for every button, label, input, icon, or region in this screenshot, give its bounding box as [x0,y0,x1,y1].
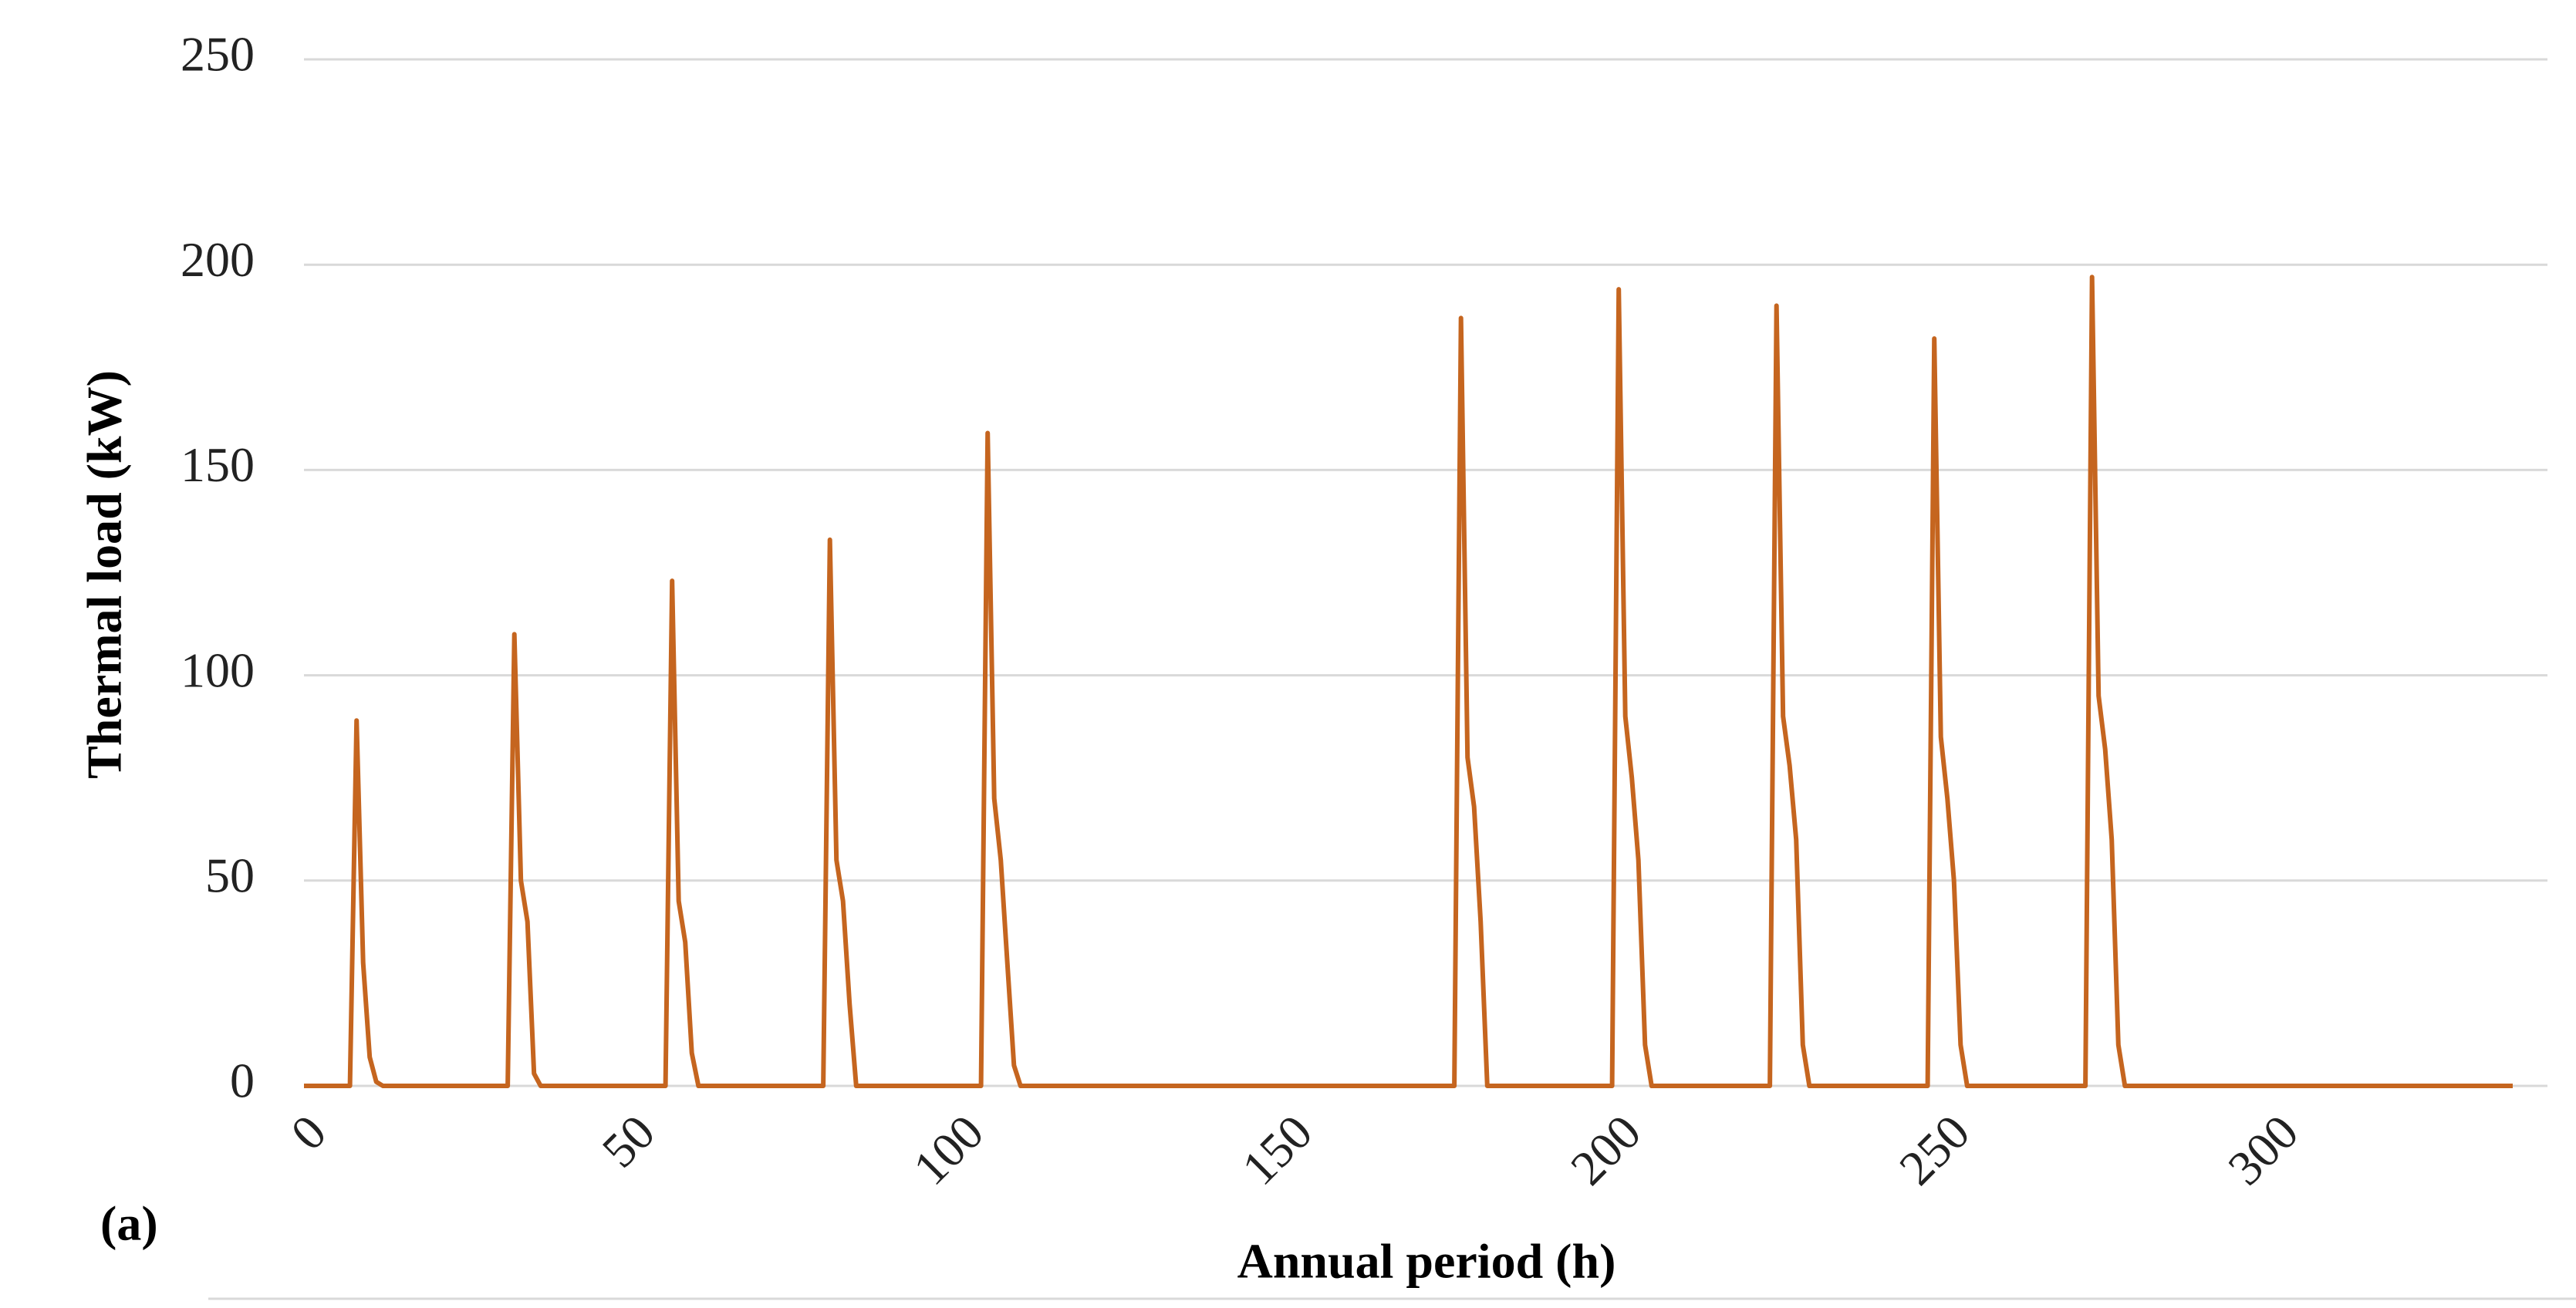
x-axis-title: Annual period (h) [1237,1234,1616,1289]
x-tick-label: 200 [1560,1104,1651,1195]
x-tick-label: 250 [1889,1104,1980,1195]
y-tick-label: 100 [181,642,255,697]
y-tick-label: 200 [181,232,255,287]
x-tick-label: 300 [2217,1104,2308,1195]
x-tick-label: 0 [280,1104,336,1161]
y-tick-label: 50 [205,848,255,902]
panel-label: (a) [100,1196,158,1251]
y-tick-label: 250 [181,27,255,82]
y-axis-title: Thermal load (kW) [77,370,132,779]
y-tick-label: 150 [181,437,255,492]
data-line [304,275,2513,1088]
x-tick-label: 150 [1231,1104,1322,1195]
y-tick-label: 0 [230,1053,255,1108]
x-tick-label: 100 [903,1104,994,1195]
x-tick-label: 50 [592,1104,665,1178]
